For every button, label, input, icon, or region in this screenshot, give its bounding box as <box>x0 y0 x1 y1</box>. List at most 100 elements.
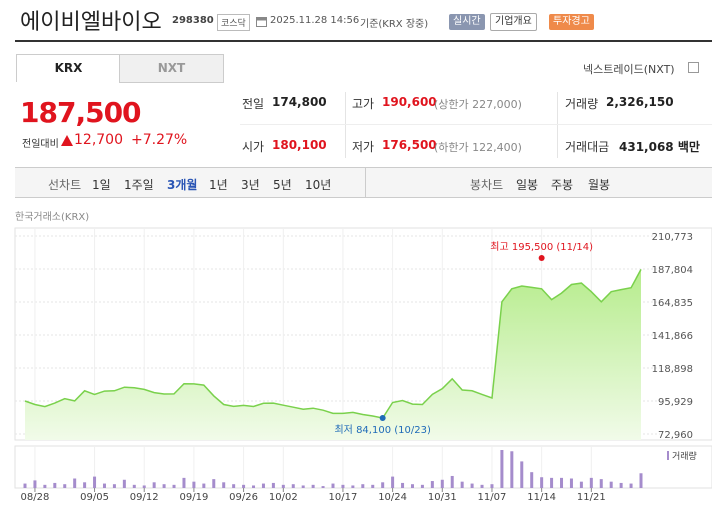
price: 187,500 <box>20 96 142 129</box>
realtime-button[interactable]: 실시간 <box>449 14 485 30</box>
candle-button[interactable]: 주봉 <box>551 178 574 192</box>
period-button[interactable]: 1일 <box>92 178 111 192</box>
volume-bar <box>351 485 355 488</box>
volume-bar <box>550 477 554 488</box>
period-button[interactable]: 3개월 <box>167 178 198 192</box>
volume-bar <box>162 484 166 488</box>
candle-button[interactable]: 월봉 <box>588 178 611 192</box>
separator <box>365 168 366 197</box>
volume-bar <box>222 482 226 488</box>
separator <box>240 124 712 125</box>
volume-bar <box>520 461 524 488</box>
volume-bar <box>212 479 216 488</box>
volume-bar <box>172 484 176 488</box>
link-icon[interactable] <box>688 62 699 73</box>
x-tick-label: 09/19 <box>179 492 208 503</box>
market-badge: 코스닥 <box>217 14 250 31</box>
volume-bar <box>401 482 405 488</box>
nxt-link[interactable]: 넥스트레이드(NXT) <box>583 63 675 76</box>
stat-note: (하한가 122,400) <box>434 141 522 154</box>
volume-bar <box>301 485 305 488</box>
toolbar <box>15 167 712 198</box>
volume-bar <box>510 451 514 488</box>
tab-nxt[interactable]: NXT <box>119 54 224 83</box>
period-button[interactable]: 5년 <box>273 178 292 192</box>
stock-code: 298380 <box>172 15 214 26</box>
stat-note: (상한가 227,000) <box>434 98 522 111</box>
x-tick-label: 11/07 <box>478 492 507 503</box>
x-tick-label: 09/12 <box>130 492 159 503</box>
volume-bar <box>63 484 67 488</box>
change-label: 전일대비 <box>22 139 59 150</box>
x-tick-label: 10/24 <box>378 492 407 503</box>
annotation: 최저 84,100 (10/23) <box>334 424 430 436</box>
volume-bar <box>540 477 544 488</box>
volume-bar <box>83 482 87 488</box>
basis: 기준(KRX 장중) <box>360 19 429 30</box>
chart: 72,960 95,929 118,898 141,866 164,835 187,804… <box>14 227 712 503</box>
chart-type-label: 봉차트 <box>470 178 504 192</box>
volume-bar <box>252 485 256 488</box>
warning-button[interactable]: 투자경고 <box>549 14 594 30</box>
stat-label: 전일 <box>242 97 265 111</box>
stat-label: 거래대금 <box>565 140 610 154</box>
annotation-dot <box>538 254 545 261</box>
volume-bar <box>321 486 325 488</box>
volume-bar <box>589 477 593 488</box>
separator <box>345 92 346 158</box>
volume-bar <box>242 484 246 488</box>
y-tick-label: 187,804 <box>652 265 693 276</box>
separator <box>557 92 558 158</box>
x-tick-label: 11/14 <box>527 492 556 503</box>
volume-bar <box>420 484 424 488</box>
volume-bar <box>490 484 494 488</box>
volume-bar <box>182 477 186 488</box>
volume-bar <box>480 484 484 488</box>
volume-bar <box>569 478 573 488</box>
x-tick-label: 10/17 <box>329 492 358 503</box>
volume-bar <box>460 481 464 488</box>
calendar-icon <box>256 17 267 27</box>
volume-bar <box>43 484 47 488</box>
stat-label: 저가 <box>352 140 375 154</box>
legend-swatch <box>667 451 669 460</box>
volume-bar <box>33 480 37 488</box>
period-button[interactable]: 3년 <box>241 178 260 192</box>
volume-bar <box>152 482 156 488</box>
stat-value: 174,800 <box>272 95 327 109</box>
volume-frame <box>14 445 712 489</box>
stat-label: 거래량 <box>565 97 599 111</box>
volume-bar <box>23 483 27 488</box>
volume-bar <box>331 483 335 488</box>
price-area <box>25 269 641 440</box>
volume-bar <box>629 483 633 488</box>
volume-bar <box>430 481 434 488</box>
y-tick-label: 164,835 <box>652 298 693 309</box>
legend-label: 거래량 <box>672 450 697 462</box>
period-button[interactable]: 10년 <box>305 178 332 192</box>
tab-krx[interactable]: KRX <box>16 54 121 82</box>
up-arrow <box>61 135 73 146</box>
volume-bar <box>142 485 146 488</box>
volume-bar <box>93 476 97 488</box>
price-line <box>24 269 642 419</box>
volume-bar <box>112 484 116 488</box>
volume-bar <box>132 484 136 488</box>
stat-value: 190,600 <box>382 95 437 109</box>
volume-bar <box>440 479 444 488</box>
candle-button[interactable]: 일봉 <box>516 178 539 192</box>
volume-bar <box>202 483 206 488</box>
volume-bar <box>619 482 623 488</box>
period-button[interactable]: 1주일 <box>124 178 154 192</box>
x-tick-label: 10/02 <box>269 492 298 503</box>
source: 한국거래소(KRX) <box>15 212 90 223</box>
volume-bar <box>381 482 385 488</box>
stat-value: 176,500 <box>382 138 437 152</box>
period-button[interactable]: 1년 <box>209 178 228 192</box>
company-button[interactable]: 기업개요 <box>490 13 537 31</box>
y-tick-label: 141,866 <box>652 331 693 342</box>
volume-bar <box>599 479 603 488</box>
volume-bar <box>579 481 583 488</box>
x-tick-label: 10/31 <box>428 492 457 503</box>
